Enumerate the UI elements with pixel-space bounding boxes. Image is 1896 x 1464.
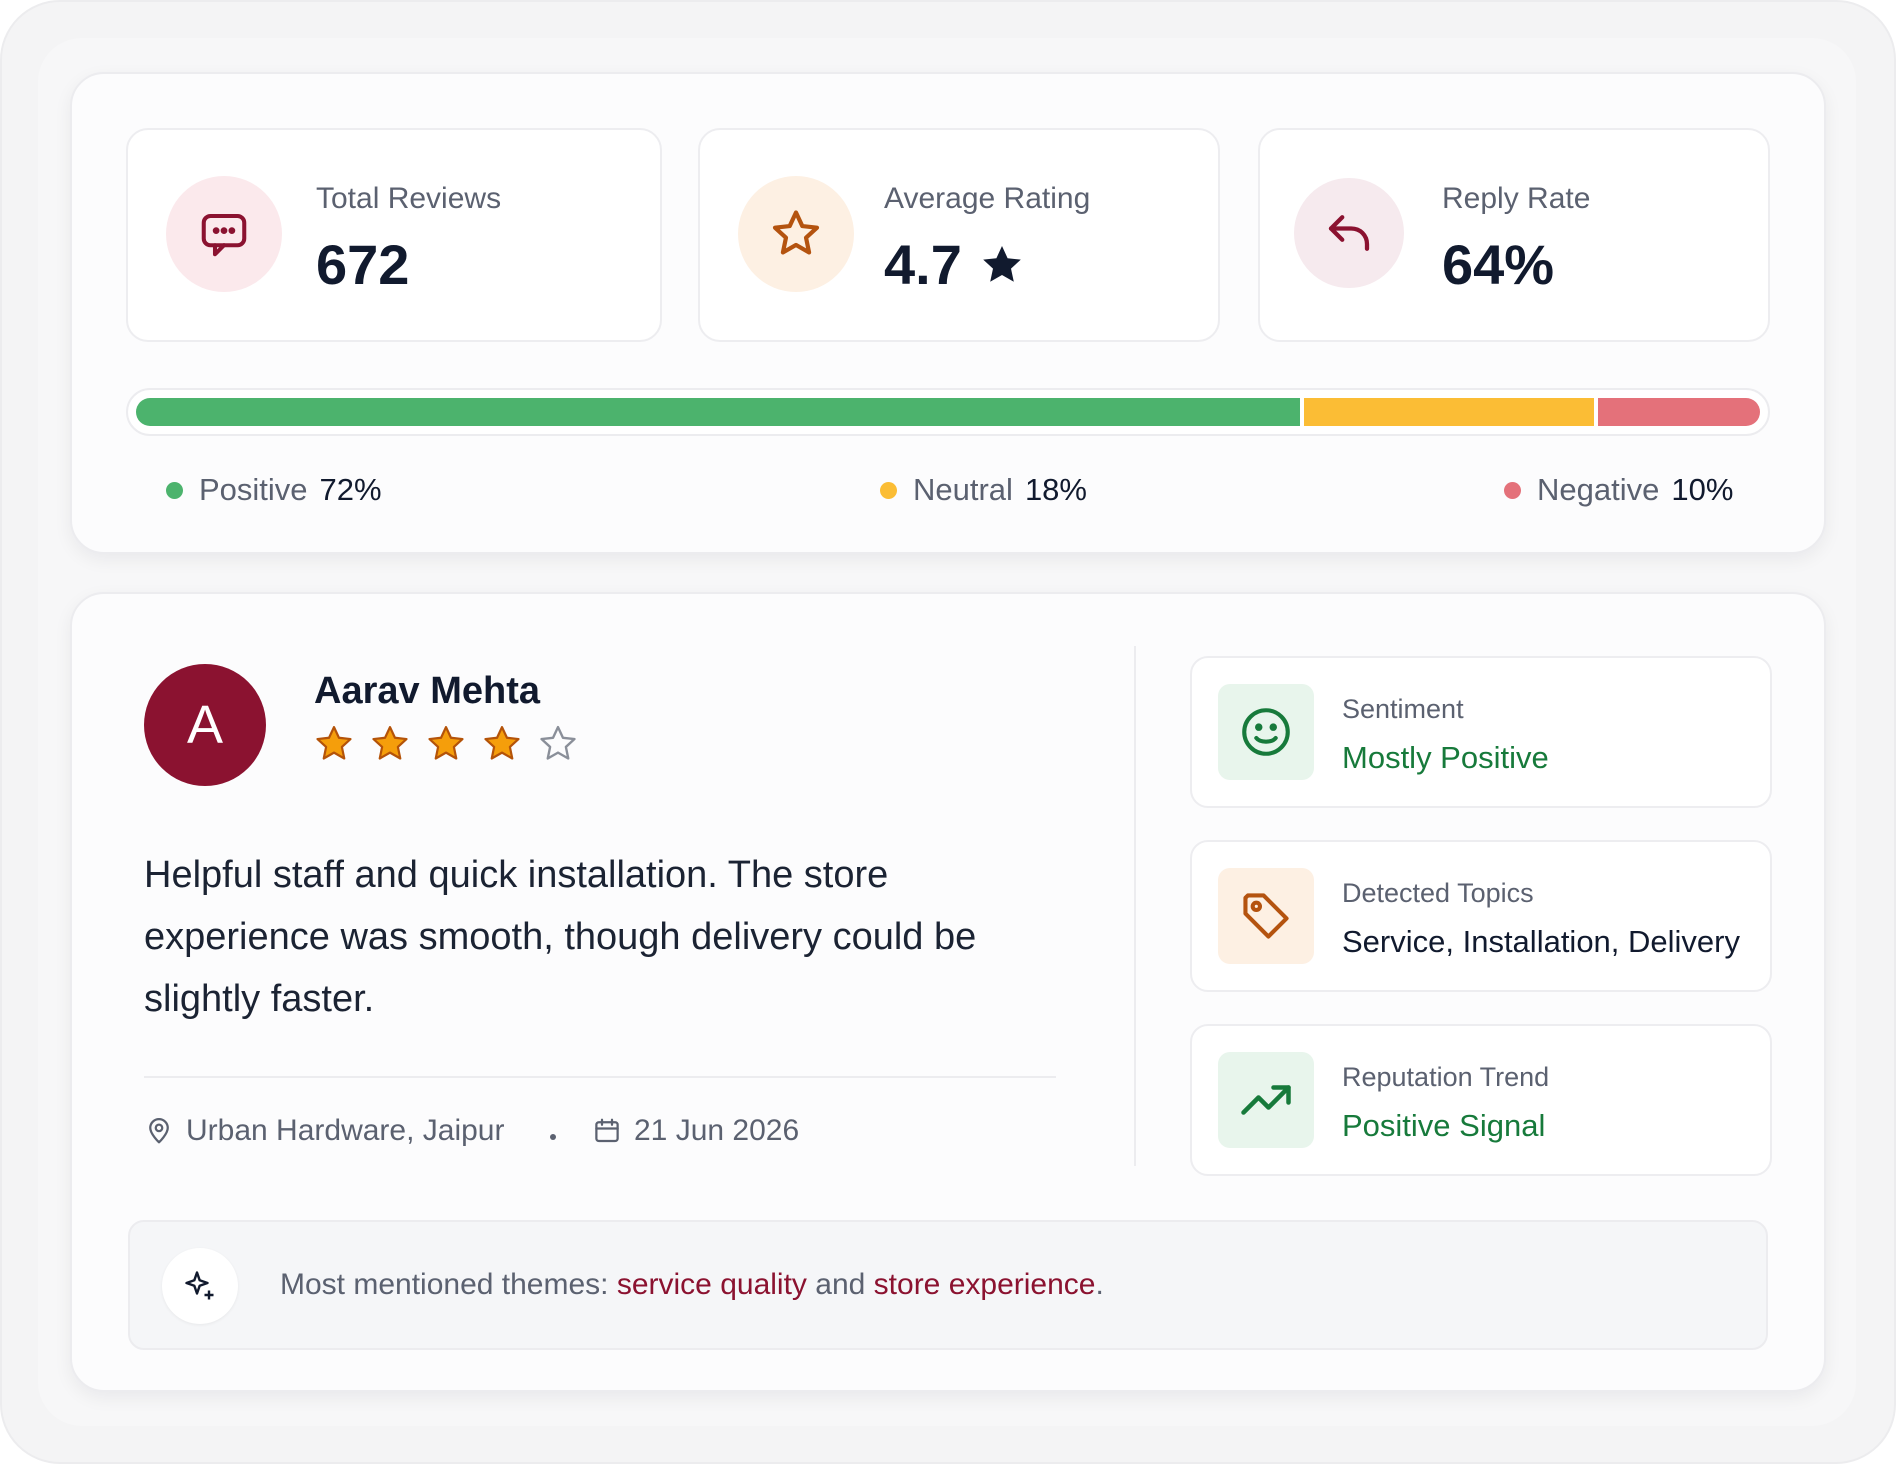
review-card: A Aarav Mehta Helpful staff and quick in… [70,592,1826,1392]
positive-dot [166,481,183,499]
sentiment-segment-positive [136,398,1300,426]
reviewer-name: Aarav Mehta [314,670,540,712]
review-date: 21 Jun 2026 [592,1114,799,1148]
smiley-icon [1218,684,1314,780]
chat-bubble-icon [166,176,282,292]
average-rating-value: 4.7 [884,233,962,296]
legend-positive: Positive 72% [166,472,382,508]
stat-label: Total Reviews [316,182,502,215]
legend-neutral: Neutral 18% [880,472,1087,508]
themes-suffix: . [1095,1268,1104,1301]
legend-label: Neutral [913,472,1013,507]
insight-label: Detected Topics [1342,878,1534,908]
stat-reply-rate: Reply Rate 64% [1258,128,1770,342]
legend-percent: 10% [1671,472,1734,507]
stat-value: 672 [316,232,409,297]
legend-negative: Negative 10% [1504,472,1733,508]
star-filled-icon [316,726,352,760]
tag-icon [1218,868,1314,964]
themes-prefix: Most mentioned themes: [280,1268,609,1301]
insight-sentiment: Sentiment Mostly Positive [1190,656,1772,808]
trend-up-icon [1218,1052,1314,1148]
insight-topics: Detected Topics Service, Installation, D… [1190,840,1772,992]
sentiment-bar-fill [136,398,1760,426]
insight-value: Mostly Positive [1342,740,1549,775]
star-filled-icon [428,726,464,760]
themes-text: Most mentioned themes: service quality a… [280,1268,1104,1302]
review-text: Helpful staff and quick installation. Th… [144,854,977,1020]
location-pin-icon [149,1118,169,1144]
sentiment-segment-negative [1598,398,1760,426]
star-empty-icon [540,725,576,760]
vertical-divider [1134,646,1136,1166]
themes-banner: Most mentioned themes: service quality a… [128,1220,1768,1350]
total-reviews-value: 672 [316,233,410,296]
sentiment-bar [126,388,1770,436]
themes-joiner: and [815,1268,866,1301]
legend-label: Negative [1537,472,1660,507]
legend-label: Positive [199,472,308,507]
negative-dot [1504,481,1521,499]
insight-value: Service, Installation, Delivery [1342,924,1740,959]
stat-total-reviews: Total Reviews 672 [126,128,662,342]
star-icon [738,176,854,292]
neutral-dot [880,481,897,499]
star-rating [312,722,580,766]
stat-average-rating: Average Rating 4.7 [698,128,1220,342]
insight-label: Reputation Trend [1342,1062,1550,1092]
insight-value: Positive Signal [1342,1108,1546,1143]
legend-percent: 18% [1024,472,1087,507]
review-location: Urban Hardware, Jaipur [144,1114,504,1148]
insight-label: Sentiment [1342,694,1464,724]
calendar-icon [595,1118,619,1143]
stat-label: Reply Rate [1442,182,1591,215]
reply-rate-value: 64% [1442,233,1555,296]
stat-label: Average Rating [884,182,1091,215]
date-text: 21 Jun 2026 [634,1114,800,1147]
sparkle-icon [162,1248,238,1324]
reply-arrow-icon [1294,178,1404,288]
star-filled-icon [372,726,408,760]
avatar: A [144,664,266,786]
filled-star-icon [983,245,1021,282]
stat-value: 64% [1442,232,1554,297]
theme-service-quality: service quality [616,1268,807,1301]
divider [144,1076,1056,1078]
insight-trend: Reputation Trend Positive Signal [1190,1024,1772,1176]
stat-value: 4.7 [884,232,1026,297]
star-filled-icon [484,726,520,760]
sentiment-segment-neutral [1303,398,1595,426]
theme-store-experience: store experience [873,1268,1096,1301]
separator-dot [550,1134,556,1140]
summary-card: Total Reviews 672 Average Rating 4.7 Rep… [70,72,1826,554]
legend-percent: 72% [319,472,382,507]
location-text: Urban Hardware, Jaipur [186,1114,505,1147]
